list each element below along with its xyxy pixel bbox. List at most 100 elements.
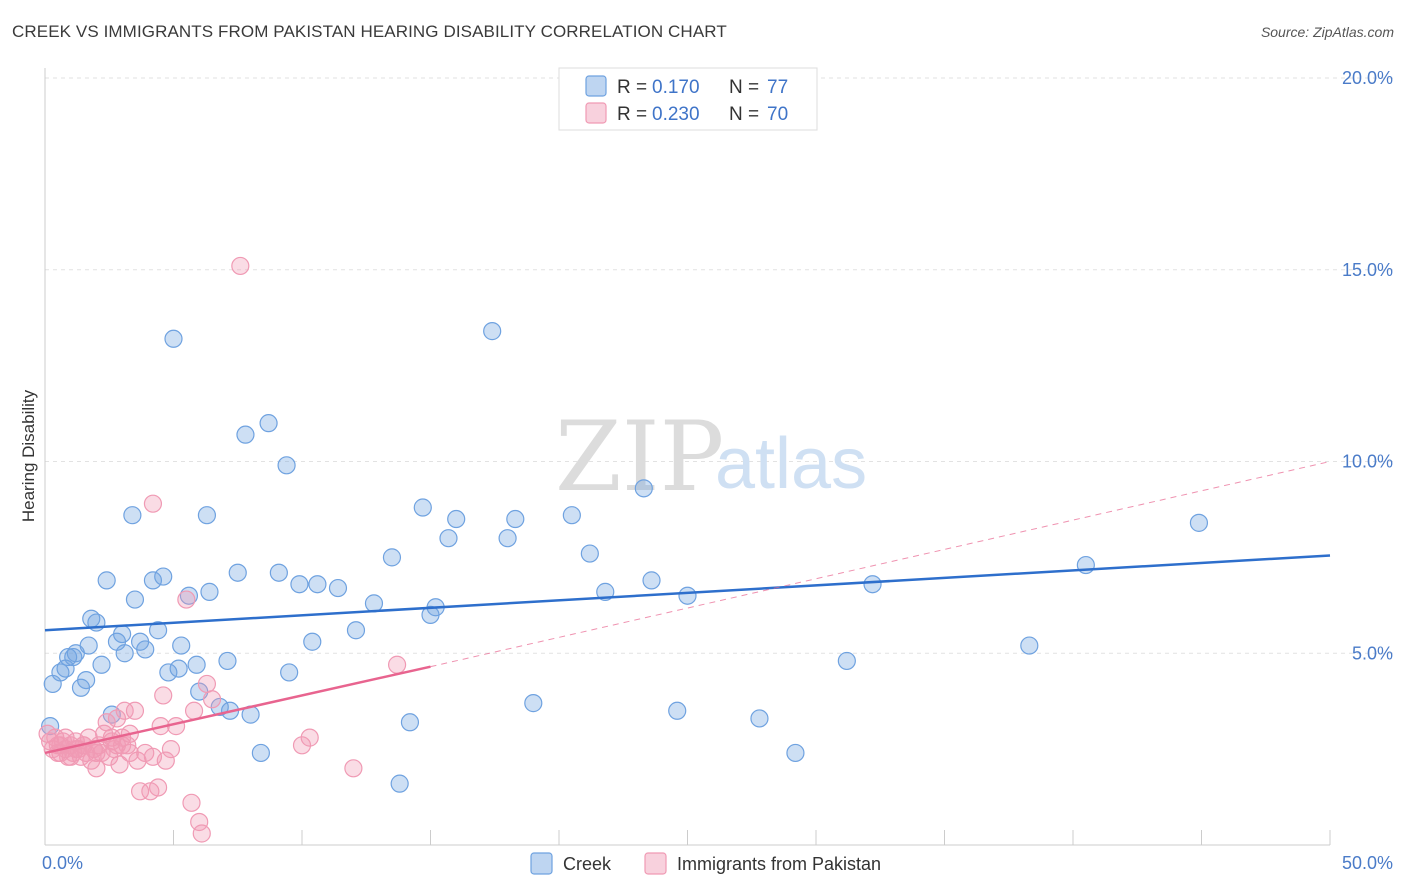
creek-point-37 xyxy=(228,563,247,582)
pakistan-point-48 xyxy=(190,812,209,832)
legend-r-label-pakistan: R = xyxy=(617,104,647,125)
pakistan-point-46 xyxy=(182,793,201,812)
creek-point-43 xyxy=(277,456,296,475)
creek-point-51 xyxy=(382,548,402,567)
legend-swatch-creek xyxy=(585,75,607,97)
watermark-atlas: atlas xyxy=(715,424,867,504)
creek-point-34 xyxy=(210,697,229,717)
pakistan-point-34 xyxy=(128,751,147,770)
pakistan-point-54 xyxy=(300,728,319,747)
creek-point-60 xyxy=(506,509,525,529)
creek-point-41 xyxy=(259,414,278,433)
creek-point-58 xyxy=(483,322,502,341)
watermark: ZIP atlas xyxy=(555,401,867,513)
creek-trend-line xyxy=(44,554,1331,632)
creek-point-33 xyxy=(200,582,219,601)
pakistan-point-62 xyxy=(84,740,103,759)
y-tick-label-3: 20.0% xyxy=(1342,68,1393,88)
creek-point-50 xyxy=(364,594,384,613)
creek-point-67 xyxy=(668,701,687,720)
legend: R = 0.170 N = 77 R = 0.230 N = 70 xyxy=(558,67,818,131)
creek-point-46 xyxy=(303,632,322,651)
legend-n-value-pakistan: 70 xyxy=(767,104,788,125)
bottom-legend-label-pakistan: Immigrants from Pakistan xyxy=(677,854,881,874)
pakistan-point-52 xyxy=(231,256,250,276)
x-tick-label-1: 50.0% xyxy=(1342,853,1393,873)
pakistan-point-35 xyxy=(130,782,150,801)
axes xyxy=(44,68,1331,846)
legend-r-value-creek: 0.170 xyxy=(652,77,700,98)
creek-point-44 xyxy=(280,663,299,682)
creek-point-48 xyxy=(328,578,348,598)
creek-point-72 xyxy=(863,575,882,594)
pakistan-point-53 xyxy=(292,736,312,755)
creek-point-22 xyxy=(143,571,163,590)
pakistan-point-69 xyxy=(66,740,85,759)
creek-point-70 xyxy=(786,743,805,763)
creek-point-66 xyxy=(642,571,661,590)
pakistan-point-27 xyxy=(107,709,127,728)
creek-point-47 xyxy=(308,575,327,594)
creek-point-61 xyxy=(524,694,543,713)
creek-point-42 xyxy=(269,563,288,582)
creek-point-28 xyxy=(172,636,191,655)
pakistan-point-51 xyxy=(202,690,222,709)
y-axis-label: Hearing Disability xyxy=(19,389,38,522)
y-tick-label-1: 10.0% xyxy=(1342,452,1393,472)
pakistan-point-49 xyxy=(192,824,211,843)
bottom-legend-label-creek: Creek xyxy=(563,854,612,874)
pakistan-point-30 xyxy=(115,701,134,720)
creek-point-38 xyxy=(236,425,255,444)
creek-point-76 xyxy=(421,605,440,625)
creek-point-52 xyxy=(400,713,420,732)
tick-labels: 5.0% 10.0% 15.0% 20.0% 0.0% 50.0% xyxy=(42,68,1393,873)
creek-point-40 xyxy=(251,743,270,763)
creek-point-18 xyxy=(123,506,142,525)
pakistan-point-56 xyxy=(387,655,407,674)
pakistan-point-42 xyxy=(156,751,175,770)
creek-point-19 xyxy=(125,590,145,609)
source-label: Source: ZipAtlas.com xyxy=(1260,24,1394,40)
pakistan-point-41 xyxy=(154,686,173,705)
pakistan-point-39 xyxy=(148,778,168,797)
creek-point-25 xyxy=(159,663,178,682)
chart-title: CREEK VS IMMIGRANTS FROM PAKISTAN HEARIN… xyxy=(12,22,727,41)
creek-point-57 xyxy=(447,509,466,529)
creek-point-21 xyxy=(136,640,155,659)
y-tick-label-0: 5.0% xyxy=(1352,643,1393,663)
legend-r-value-pakistan: 0.230 xyxy=(652,104,700,125)
creek-point-73 xyxy=(1020,636,1039,655)
creek-point-49 xyxy=(346,621,366,640)
pakistan-point-55 xyxy=(344,759,363,778)
creek-point-75 xyxy=(1189,513,1209,532)
creek-point-26 xyxy=(164,329,183,348)
creek-point-35 xyxy=(218,651,237,671)
creek-point-13 xyxy=(97,571,116,590)
creek-point-8 xyxy=(77,670,96,690)
creek-point-59 xyxy=(498,529,517,548)
creek-point-62 xyxy=(562,506,581,525)
creek-point-53 xyxy=(390,774,409,793)
creek-point-17 xyxy=(115,644,134,663)
creek-point-12 xyxy=(92,655,111,674)
creek-point-32 xyxy=(197,506,217,525)
legend-n-label-pakistan: N = xyxy=(729,104,759,125)
pakistan-point-47 xyxy=(184,701,204,720)
creek-point-71 xyxy=(837,651,856,671)
creek-point-54 xyxy=(413,498,432,517)
x-tick-label-0: 0.0% xyxy=(42,853,83,873)
legend-n-value-creek: 77 xyxy=(767,77,788,98)
y-tick-label-2: 15.0% xyxy=(1342,260,1393,280)
creek-point-63 xyxy=(580,544,599,563)
pakistan-point-57 xyxy=(143,494,163,513)
pakistan-trend-line xyxy=(44,665,431,755)
creek-point-23 xyxy=(148,621,168,640)
legend-swatch-pakistan xyxy=(585,102,607,124)
creek-point-30 xyxy=(187,655,206,674)
legend-box xyxy=(558,67,818,131)
legend-n-label-creek: N = xyxy=(729,77,759,98)
pakistan-point-28 xyxy=(110,755,129,774)
pakistan-point-45 xyxy=(177,590,196,609)
pakistan-point-33 xyxy=(125,701,145,720)
